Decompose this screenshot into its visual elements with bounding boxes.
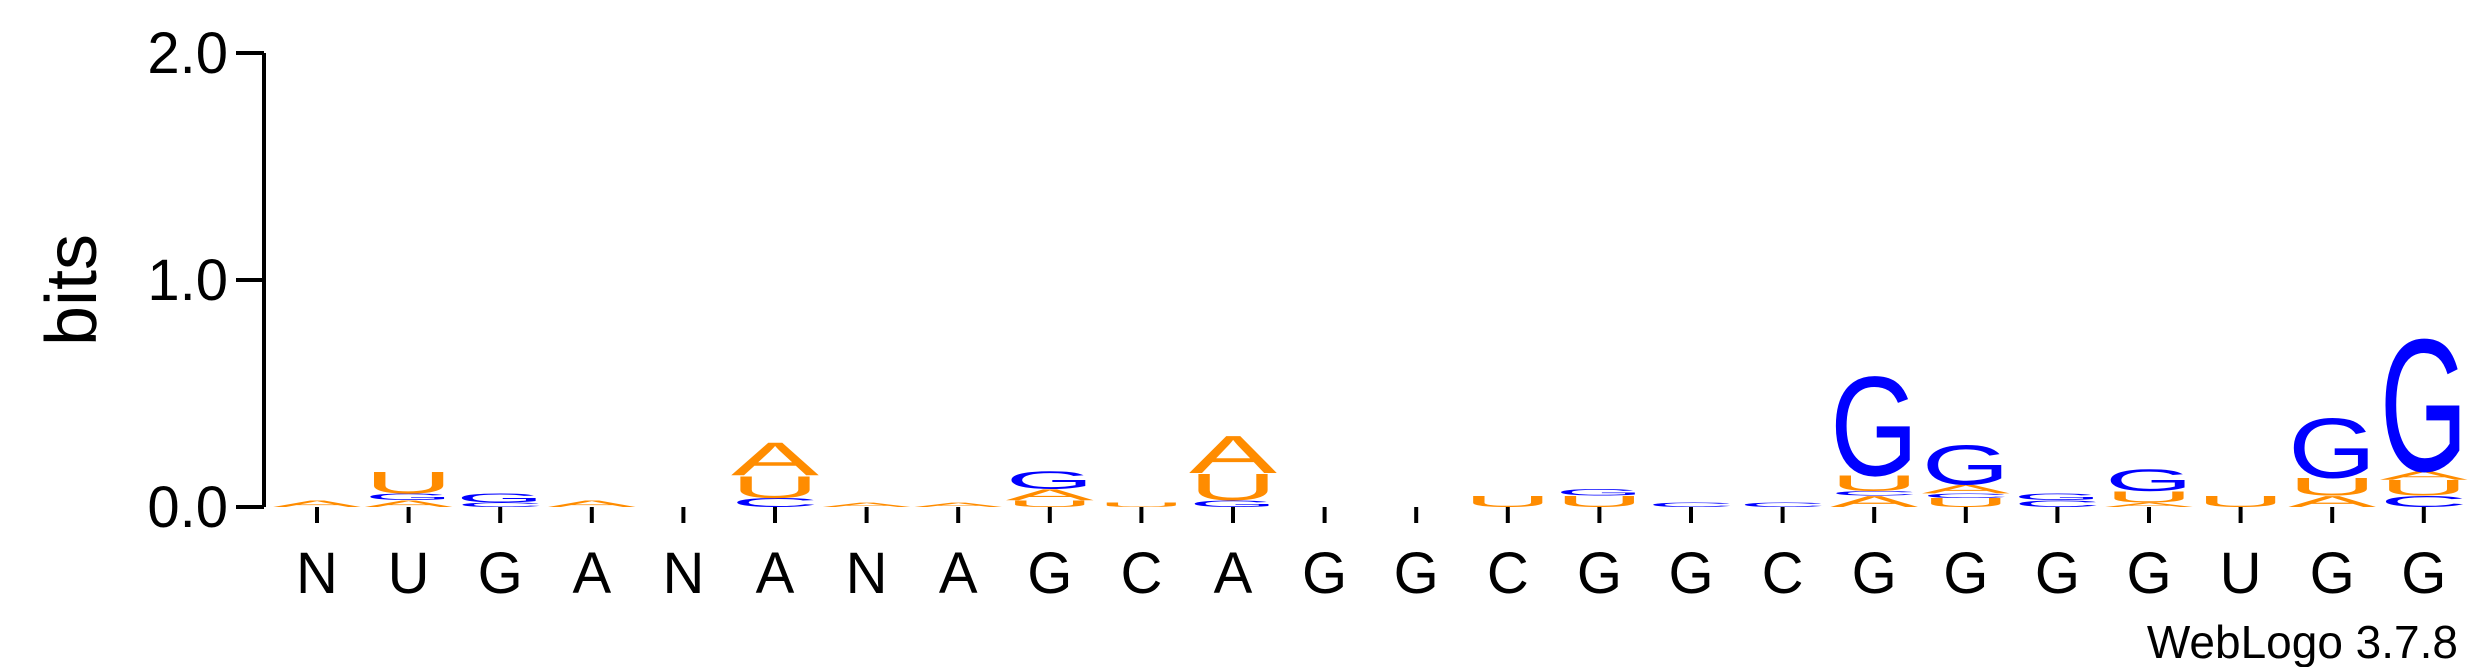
x-tick-label: G [2310,541,2355,606]
letter: U [1555,493,1643,511]
letter: A [1006,486,1094,504]
letter: G [365,492,453,503]
x-tick-label: A [1214,541,1253,606]
letter: A [548,499,637,510]
y-axis-label: bits [32,234,112,346]
x-tick-label: U [2220,541,2262,606]
letter: U [1830,471,1918,496]
letter: G [1189,499,1277,510]
letter: G [2105,463,2193,498]
letter: G [2380,301,2468,512]
x-tick-label: G [2401,541,2446,606]
letter: U [731,469,819,504]
letter: U [365,465,453,500]
letter: G [2288,400,2376,495]
letter: U [2105,488,2193,506]
x-tick-label: G [1577,541,1622,606]
x-tick-label: G [2035,541,2080,606]
letter: G [2013,492,2101,503]
x-tick-label: G [1943,541,1988,606]
letter: A [2380,468,2469,482]
x-tick-label: G [1668,541,1713,606]
x-tick-label: A [939,541,978,606]
x-tick-label: C [1487,541,1529,606]
x-tick-label: U [388,541,430,606]
letter: A [1922,482,2011,496]
x-tick-label: A [756,541,795,606]
letter: C [1647,501,1735,508]
letter: A [1189,424,1278,484]
letter: U [1097,501,1185,508]
letter: G [1830,348,1918,506]
footer: WebLogo 3.7.8 [2147,616,2458,667]
letter: A [914,501,1003,508]
letter: C [1830,490,1918,497]
x-tick-label: G [1027,541,1072,606]
letter: G [1922,433,2010,497]
letter: A [823,501,912,508]
letter: C [456,501,544,508]
letter: U [2197,493,2285,511]
letter: C [731,496,819,510]
letter: A [2105,501,2194,508]
letter: U [1006,499,1094,510]
letter: A [365,499,454,510]
x-tick-label: A [572,541,611,606]
x-tick-label: N [662,541,704,606]
letter: U [2288,473,2376,501]
x-tick-label: G [478,541,523,606]
letter: A [731,432,820,485]
y-tick-label: 2.0 [147,21,228,86]
letter: A [2288,493,2376,511]
letter: A [273,499,362,510]
y-tick-label: 0.0 [147,475,228,540]
letter: C [1922,492,2010,499]
letter: G [1006,466,1094,494]
x-tick-label: G [1394,541,1439,606]
letter: A [1830,493,1918,511]
letter: C [2013,499,2101,510]
x-tick-label: N [296,541,338,606]
letter: C [2380,493,2468,511]
letter: U [1922,496,2010,510]
y-tick-label: 1.0 [147,248,228,313]
letter: U [1464,493,1552,511]
letter: G [1555,487,1643,498]
x-tick-label: G [1852,541,1897,606]
x-tick-label: C [1120,541,1162,606]
letter: U [1189,467,1277,509]
x-tick-label: G [2126,541,2171,606]
x-tick-label: G [1302,541,1347,606]
letter: U [2380,476,2468,501]
letter: G [456,491,544,505]
x-tick-label: N [846,541,888,606]
x-tick-label: C [1762,541,1804,606]
letter: C [1739,501,1827,508]
